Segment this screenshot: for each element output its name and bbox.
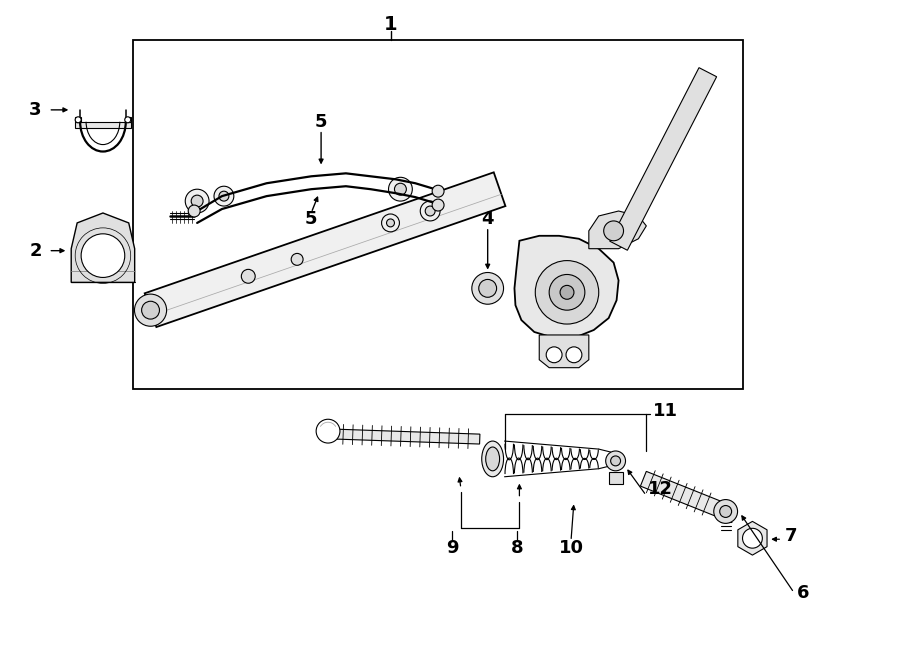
- Circle shape: [742, 528, 762, 548]
- Circle shape: [185, 189, 209, 213]
- Circle shape: [141, 301, 159, 319]
- Polygon shape: [76, 122, 130, 128]
- Polygon shape: [738, 522, 767, 555]
- Circle shape: [134, 294, 166, 327]
- Circle shape: [549, 274, 585, 310]
- Circle shape: [188, 205, 200, 217]
- Ellipse shape: [482, 441, 503, 477]
- Circle shape: [472, 272, 503, 304]
- Circle shape: [394, 183, 407, 195]
- Text: 9: 9: [446, 539, 458, 557]
- Polygon shape: [125, 117, 130, 122]
- Circle shape: [420, 201, 440, 221]
- Text: 6: 6: [797, 584, 810, 602]
- Text: 3: 3: [30, 101, 41, 119]
- Text: 4: 4: [482, 210, 494, 228]
- Bar: [132, 40, 742, 389]
- Circle shape: [292, 253, 303, 265]
- Text: 2: 2: [30, 242, 41, 260]
- Circle shape: [382, 214, 400, 232]
- Circle shape: [316, 419, 340, 443]
- Circle shape: [81, 234, 125, 278]
- Polygon shape: [145, 173, 506, 327]
- Text: 5: 5: [305, 210, 318, 228]
- Circle shape: [219, 191, 229, 201]
- Circle shape: [432, 185, 444, 197]
- Circle shape: [479, 280, 497, 297]
- Circle shape: [720, 506, 732, 518]
- Polygon shape: [71, 213, 135, 282]
- Polygon shape: [336, 429, 480, 444]
- Circle shape: [214, 186, 234, 206]
- Polygon shape: [589, 211, 646, 249]
- Circle shape: [432, 199, 444, 211]
- Circle shape: [560, 286, 574, 299]
- Circle shape: [425, 206, 435, 216]
- Circle shape: [604, 221, 624, 241]
- Circle shape: [546, 347, 562, 363]
- Circle shape: [76, 117, 81, 123]
- Polygon shape: [515, 236, 618, 338]
- Bar: [608, 472, 623, 484]
- Text: 10: 10: [559, 539, 583, 557]
- Text: 1: 1: [383, 15, 397, 34]
- Circle shape: [714, 500, 738, 524]
- Polygon shape: [610, 67, 716, 251]
- Ellipse shape: [486, 447, 500, 471]
- Circle shape: [536, 260, 598, 324]
- Circle shape: [606, 451, 626, 471]
- Text: 7: 7: [785, 527, 797, 545]
- Circle shape: [389, 177, 412, 201]
- Circle shape: [566, 347, 582, 363]
- Polygon shape: [539, 335, 589, 368]
- Text: 11: 11: [653, 403, 679, 420]
- Circle shape: [386, 219, 394, 227]
- Text: 8: 8: [511, 539, 524, 557]
- Circle shape: [610, 456, 621, 466]
- Circle shape: [191, 195, 203, 207]
- Text: 12: 12: [648, 480, 673, 498]
- Text: 5: 5: [315, 113, 328, 131]
- Circle shape: [125, 117, 130, 123]
- Polygon shape: [641, 471, 721, 516]
- Circle shape: [241, 270, 256, 284]
- Polygon shape: [76, 117, 81, 122]
